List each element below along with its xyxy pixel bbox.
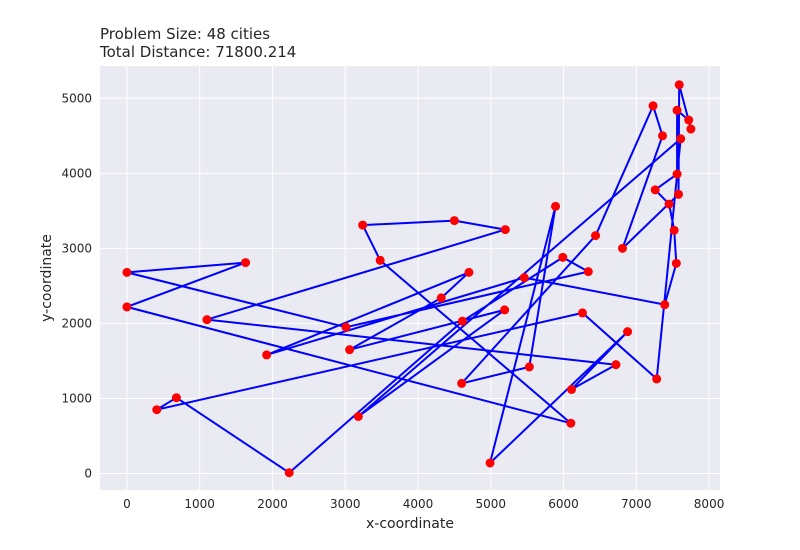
x-tick-label: 4000	[403, 497, 434, 511]
city-point	[524, 362, 534, 372]
city-point	[577, 308, 587, 318]
city-point	[485, 458, 495, 468]
x-tick-label: 3000	[330, 497, 361, 511]
chart-title-line-1: Problem Size: 48 cities	[100, 25, 271, 43]
city-point	[611, 360, 621, 370]
city-point	[658, 131, 668, 141]
x-tick-label: 6000	[548, 497, 579, 511]
city-point	[353, 411, 363, 421]
city-point	[669, 225, 679, 235]
city-point	[284, 468, 294, 478]
x-tick-label: 0	[123, 497, 131, 511]
city-point	[672, 169, 682, 179]
city-point	[652, 374, 662, 384]
city-point	[660, 300, 670, 310]
plot-area	[100, 66, 720, 490]
city-points	[122, 80, 696, 478]
city-point	[686, 124, 696, 134]
city-point	[457, 316, 467, 326]
city-point	[566, 418, 576, 428]
city-point	[358, 220, 368, 230]
y-axis-label: y-coordinate	[39, 234, 55, 322]
city-point	[671, 258, 681, 268]
city-point	[674, 80, 684, 90]
city-point	[648, 101, 658, 111]
city-point	[122, 302, 132, 312]
x-axis-label: x-coordinate	[366, 516, 454, 532]
city-point	[583, 267, 593, 277]
y-tick-label: 5000	[61, 91, 92, 105]
city-point	[457, 378, 467, 388]
chart-title-line-2: Total Distance: 71800.214	[100, 43, 297, 61]
y-tick-label: 4000	[61, 166, 92, 180]
city-point	[500, 225, 510, 235]
city-point	[674, 189, 684, 199]
city-point	[664, 199, 674, 209]
city-point	[375, 255, 385, 265]
city-point	[558, 252, 568, 262]
city-point	[650, 185, 660, 195]
city-point	[591, 231, 601, 241]
city-point	[672, 105, 682, 115]
city-point	[262, 350, 272, 360]
city-point	[500, 305, 510, 315]
y-tick-label: 2000	[61, 316, 92, 330]
city-point	[464, 267, 474, 277]
y-tick-label: 0	[84, 466, 92, 480]
city-point	[567, 384, 577, 394]
city-point	[241, 258, 251, 268]
city-point	[684, 115, 694, 125]
y-tick-label: 1000	[61, 391, 92, 405]
city-point	[152, 405, 162, 415]
city-point	[122, 267, 132, 277]
city-point	[449, 216, 459, 226]
city-point	[617, 243, 627, 253]
tick-labels: 0 1000 2000 3000 4000 5000 6000 7000 8000 0 1000 20…	[61, 91, 724, 511]
x-tick-label: 8000	[694, 497, 725, 511]
city-point	[202, 315, 212, 325]
city-point	[519, 273, 529, 283]
city-point	[551, 201, 561, 211]
city-point	[436, 293, 446, 303]
city-point	[623, 327, 633, 337]
x-tick-label: 1000	[184, 497, 215, 511]
city-point	[341, 322, 351, 332]
city-point	[171, 393, 181, 403]
x-tick-label: 5000	[476, 497, 507, 511]
city-point	[345, 345, 355, 355]
city-point	[676, 134, 686, 144]
x-tick-label: 7000	[621, 497, 652, 511]
y-tick-label: 3000	[61, 241, 92, 255]
x-tick-label: 2000	[257, 497, 288, 511]
